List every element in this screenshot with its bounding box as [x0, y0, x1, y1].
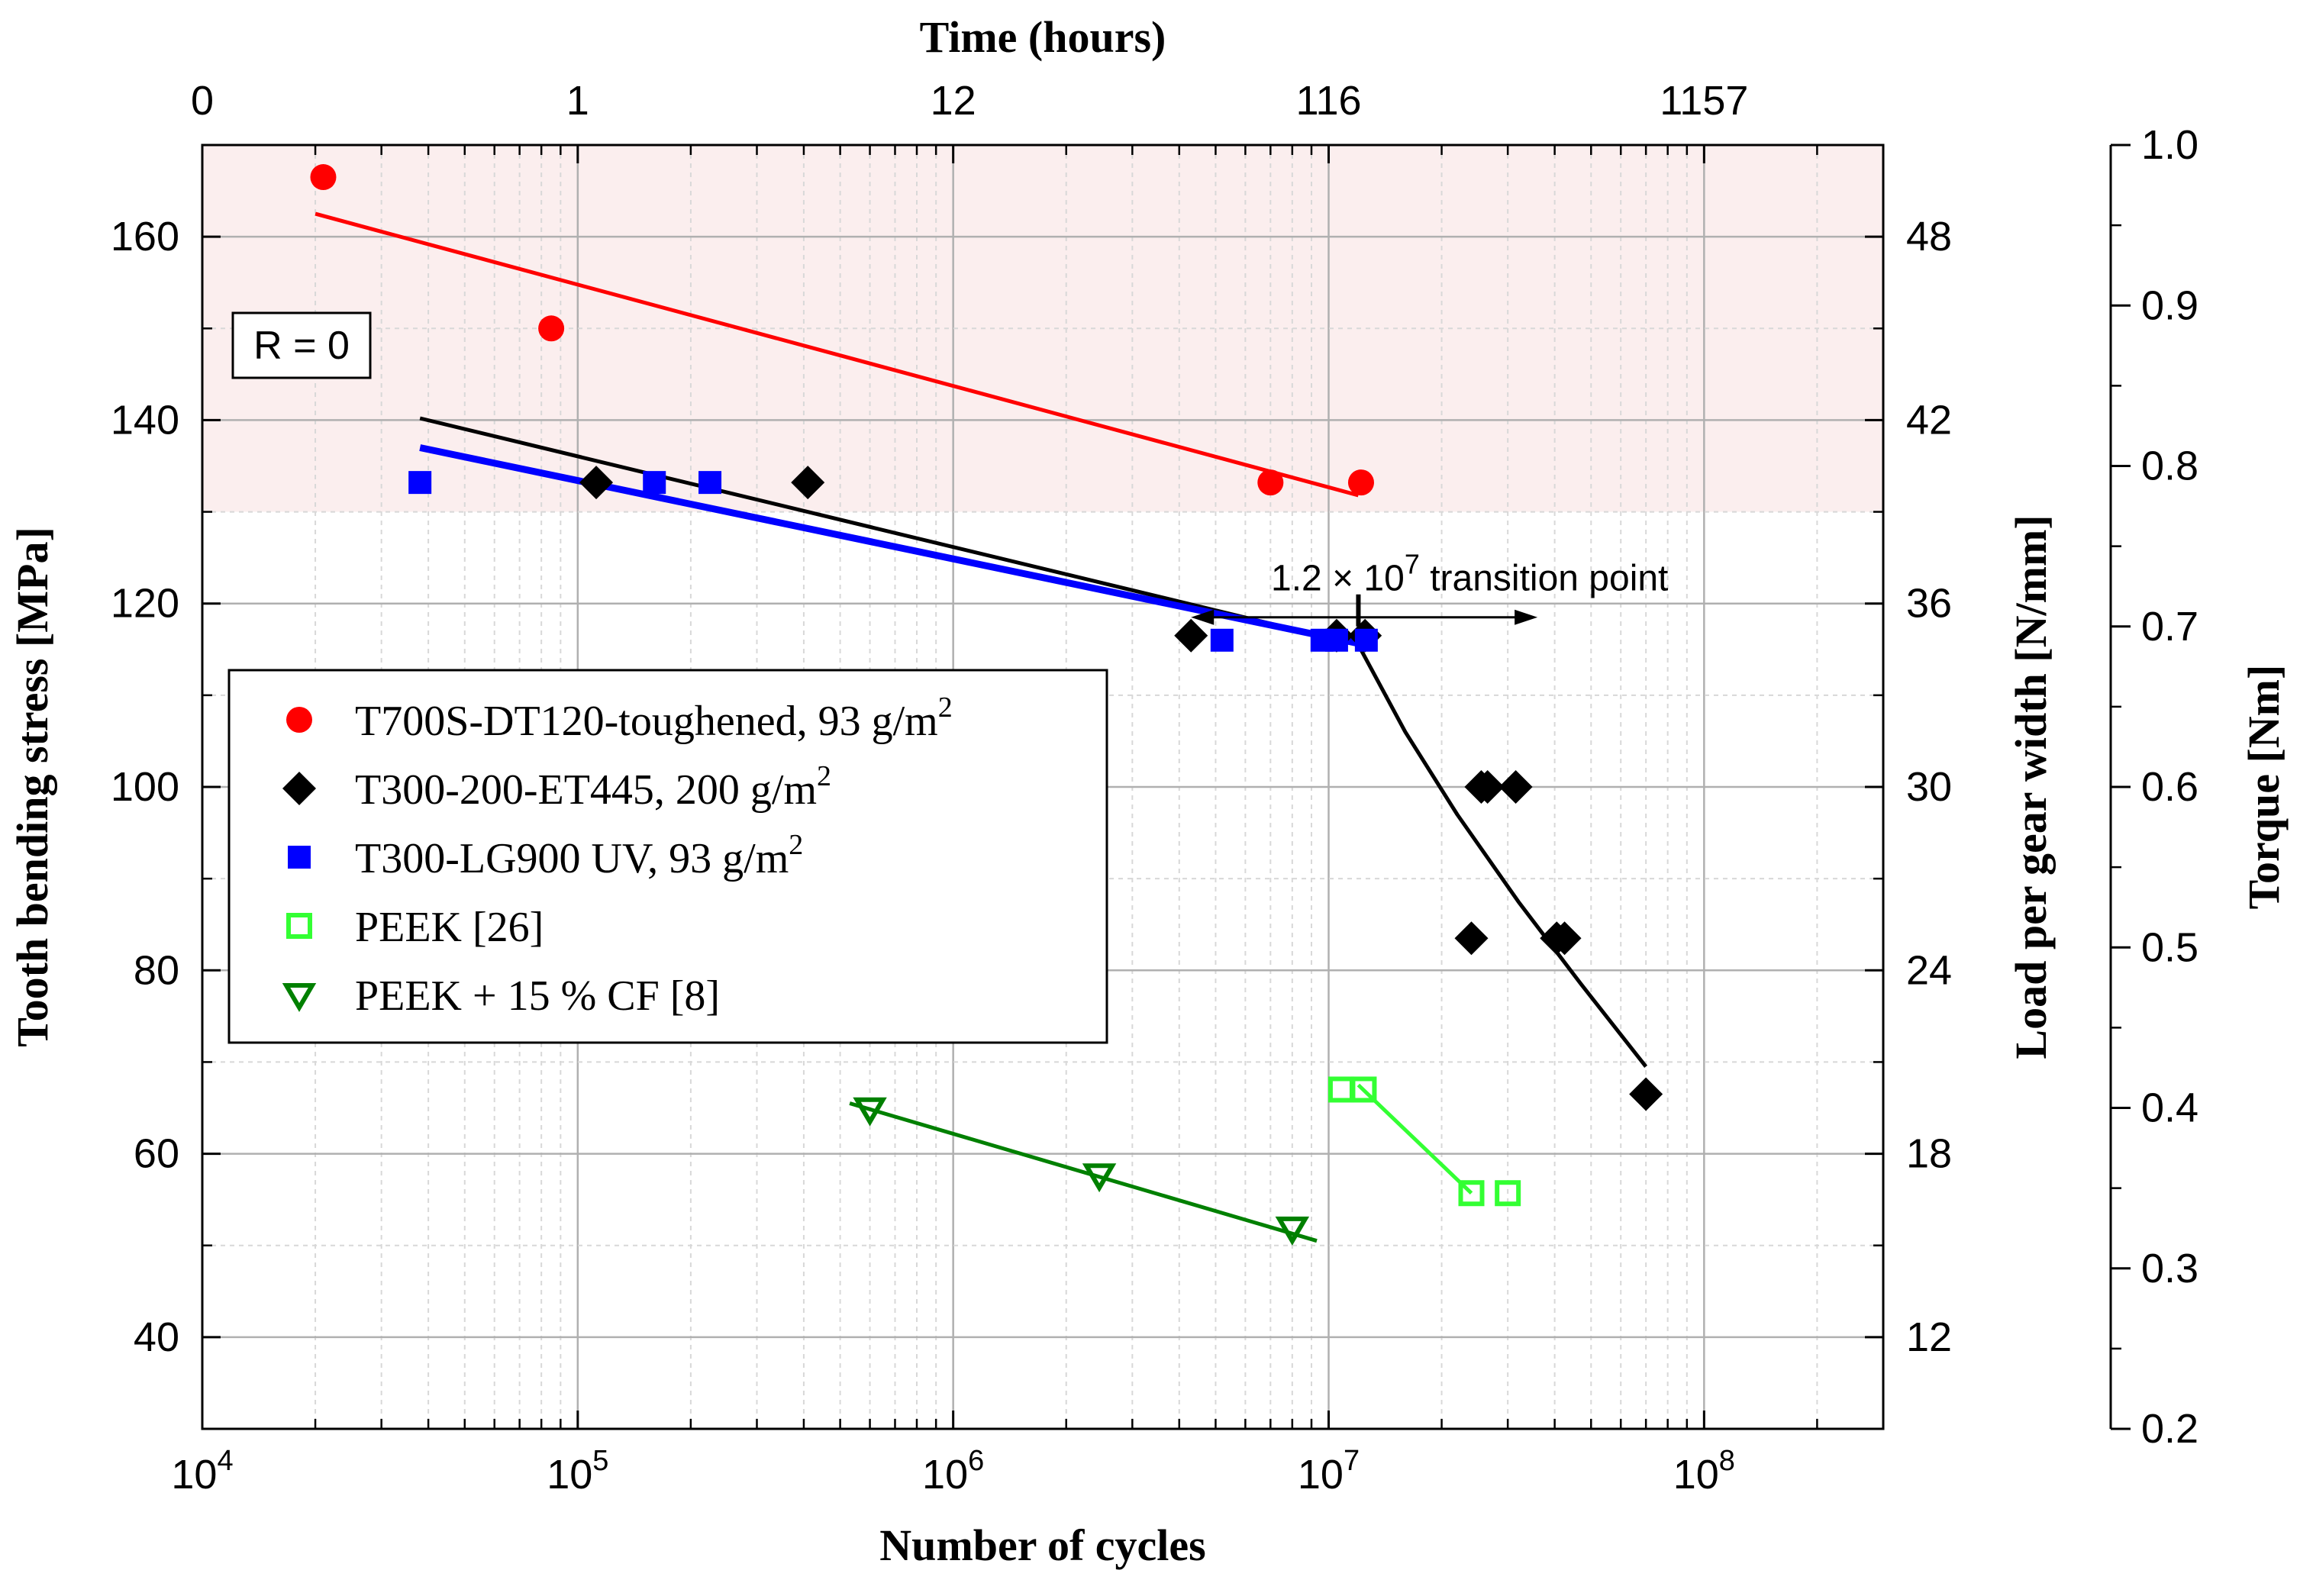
y2-tick-label: 30: [1906, 764, 1952, 810]
legend: T700S-DT120-toughened, 93 g/m2 T300-200-E…: [227, 669, 1108, 1044]
axes: 104 105 106 107 108 Number of cycles 0 1 12 116 11…: [8, 12, 2289, 1570]
y-tick-label: 100: [111, 764, 179, 810]
y3-tick-label: 0.4: [2141, 1085, 2198, 1131]
y2-tick-label: 48: [1906, 214, 1952, 260]
data-point-series-3: [1327, 1076, 1354, 1103]
y3-tick-label: 0.3: [2141, 1246, 2198, 1291]
data-point-series-3: [1458, 1180, 1485, 1207]
x2-tick-label: 1157: [1660, 78, 1748, 124]
legend-marker-series-1: [282, 772, 316, 805]
data-point-series-1: [1470, 770, 1505, 804]
y-axis-title: Tooth bending stress [MPa]: [8, 527, 57, 1047]
data-point-series-0: [1347, 469, 1374, 496]
y-tick-label: 140: [111, 397, 179, 443]
data-point-series-1: [579, 466, 614, 500]
x-tick-label: 106: [922, 1445, 984, 1498]
x-axis-title: Number of cycles: [879, 1520, 1205, 1570]
data-point-series-1: [791, 466, 825, 500]
legend-marker-series-3: [286, 913, 312, 939]
y3-tick-label: 0.2: [2141, 1406, 2198, 1452]
data-point-series-0: [538, 315, 565, 342]
y-tick-label: 60: [134, 1131, 179, 1177]
y3-tick-label: 0.5: [2141, 924, 2198, 970]
data-point-series-1: [1174, 618, 1208, 653]
x2-tick-label: 116: [1295, 78, 1361, 124]
y-tick-label: 80: [134, 947, 179, 993]
legend-label-series-0: T700S-DT120-toughened, 93 g/m2: [355, 692, 953, 745]
x2-tick-label: 0: [191, 78, 214, 124]
y3-tick-label: 1.0: [2141, 122, 2198, 168]
y3-axis-title: Torque [Nm]: [2239, 665, 2289, 910]
data-point-series-2: [1324, 628, 1348, 652]
plot-background: [202, 145, 1883, 512]
legend-marker-series-2: [288, 846, 311, 869]
y2-tick-label: 36: [1906, 581, 1952, 627]
y2-tick-label: 42: [1906, 397, 1952, 443]
y2-tick-label: 18: [1906, 1131, 1952, 1177]
data-point-series-2: [1210, 628, 1234, 652]
data-point-series-2: [698, 471, 722, 495]
legend-label-series-3: PEEK [26]: [355, 904, 544, 951]
data-point-series-0: [1257, 469, 1284, 496]
y3-tick-label: 0.6: [2141, 764, 2198, 810]
y3-tick-label: 0.8: [2141, 443, 2198, 489]
fit-line-series-4: [849, 1101, 1318, 1243]
data-point-series-4: [1275, 1216, 1310, 1246]
r-label-box: [231, 311, 372, 379]
x2-tick-label: 12: [931, 78, 976, 124]
legend-box: [227, 669, 1108, 1044]
data-point-series-1: [1629, 1077, 1663, 1111]
legend-label-series-4: PEEK + 15 % CF [8]: [355, 972, 720, 1020]
shaded-band: [202, 145, 1883, 512]
y-tick-label: 40: [134, 1314, 179, 1360]
transition-arrow-head-right: [1515, 609, 1538, 625]
data-point-series-4: [1082, 1163, 1117, 1193]
y3-tick-label: 0.9: [2141, 282, 2198, 328]
transition-arrow-head-left: [1191, 609, 1215, 625]
data-point-series-1: [1454, 921, 1489, 956]
legend-label-series-1: T300-200-ET445, 200 g/m2: [355, 760, 831, 814]
y2-tick-label: 12: [1906, 1314, 1952, 1360]
fit-line-series-3: [1357, 1083, 1473, 1195]
y2-tick-label: 24: [1906, 947, 1952, 993]
data-point-series-3: [1495, 1180, 1521, 1207]
data-point-series-0: [310, 164, 337, 191]
r-label: R = 0: [253, 324, 350, 368]
data-point-series-1: [1547, 921, 1582, 956]
x-tick-label: 104: [171, 1445, 233, 1498]
y-tick-label: 120: [111, 581, 179, 627]
y3-tick-label: 0.7: [2141, 604, 2198, 650]
x2-axis-title: Time (hours): [920, 12, 1166, 62]
y2-axis-title: Load per gear width [N/mm]: [2006, 514, 2056, 1059]
data-points: [310, 164, 1663, 1246]
x-tick-label: 108: [1673, 1445, 1735, 1498]
legend-marker-series-4: [282, 983, 317, 1012]
data-point-series-2: [408, 471, 432, 495]
fit-line-series-0: [315, 211, 1360, 498]
data-point-series-1: [1498, 770, 1533, 804]
x-tick-label: 107: [1298, 1445, 1360, 1498]
transition-label: 1.2 × 107 transition point: [1271, 549, 1668, 599]
data-point-series-2: [1354, 628, 1378, 652]
x-tick-label: 105: [547, 1445, 608, 1498]
data-point-series-2: [643, 471, 666, 495]
data-point-series-3: [1350, 1076, 1377, 1103]
x2-tick-label: 1: [566, 78, 589, 124]
legend-label-series-2: T300-LG900 UV, 93 g/m2: [355, 829, 803, 882]
data-point-series-4: [853, 1097, 887, 1127]
y-tick-label: 160: [111, 214, 179, 260]
annotations: R = 0 1.2 × 107 transition point: [231, 311, 1668, 627]
legend-marker-series-0: [286, 707, 312, 733]
